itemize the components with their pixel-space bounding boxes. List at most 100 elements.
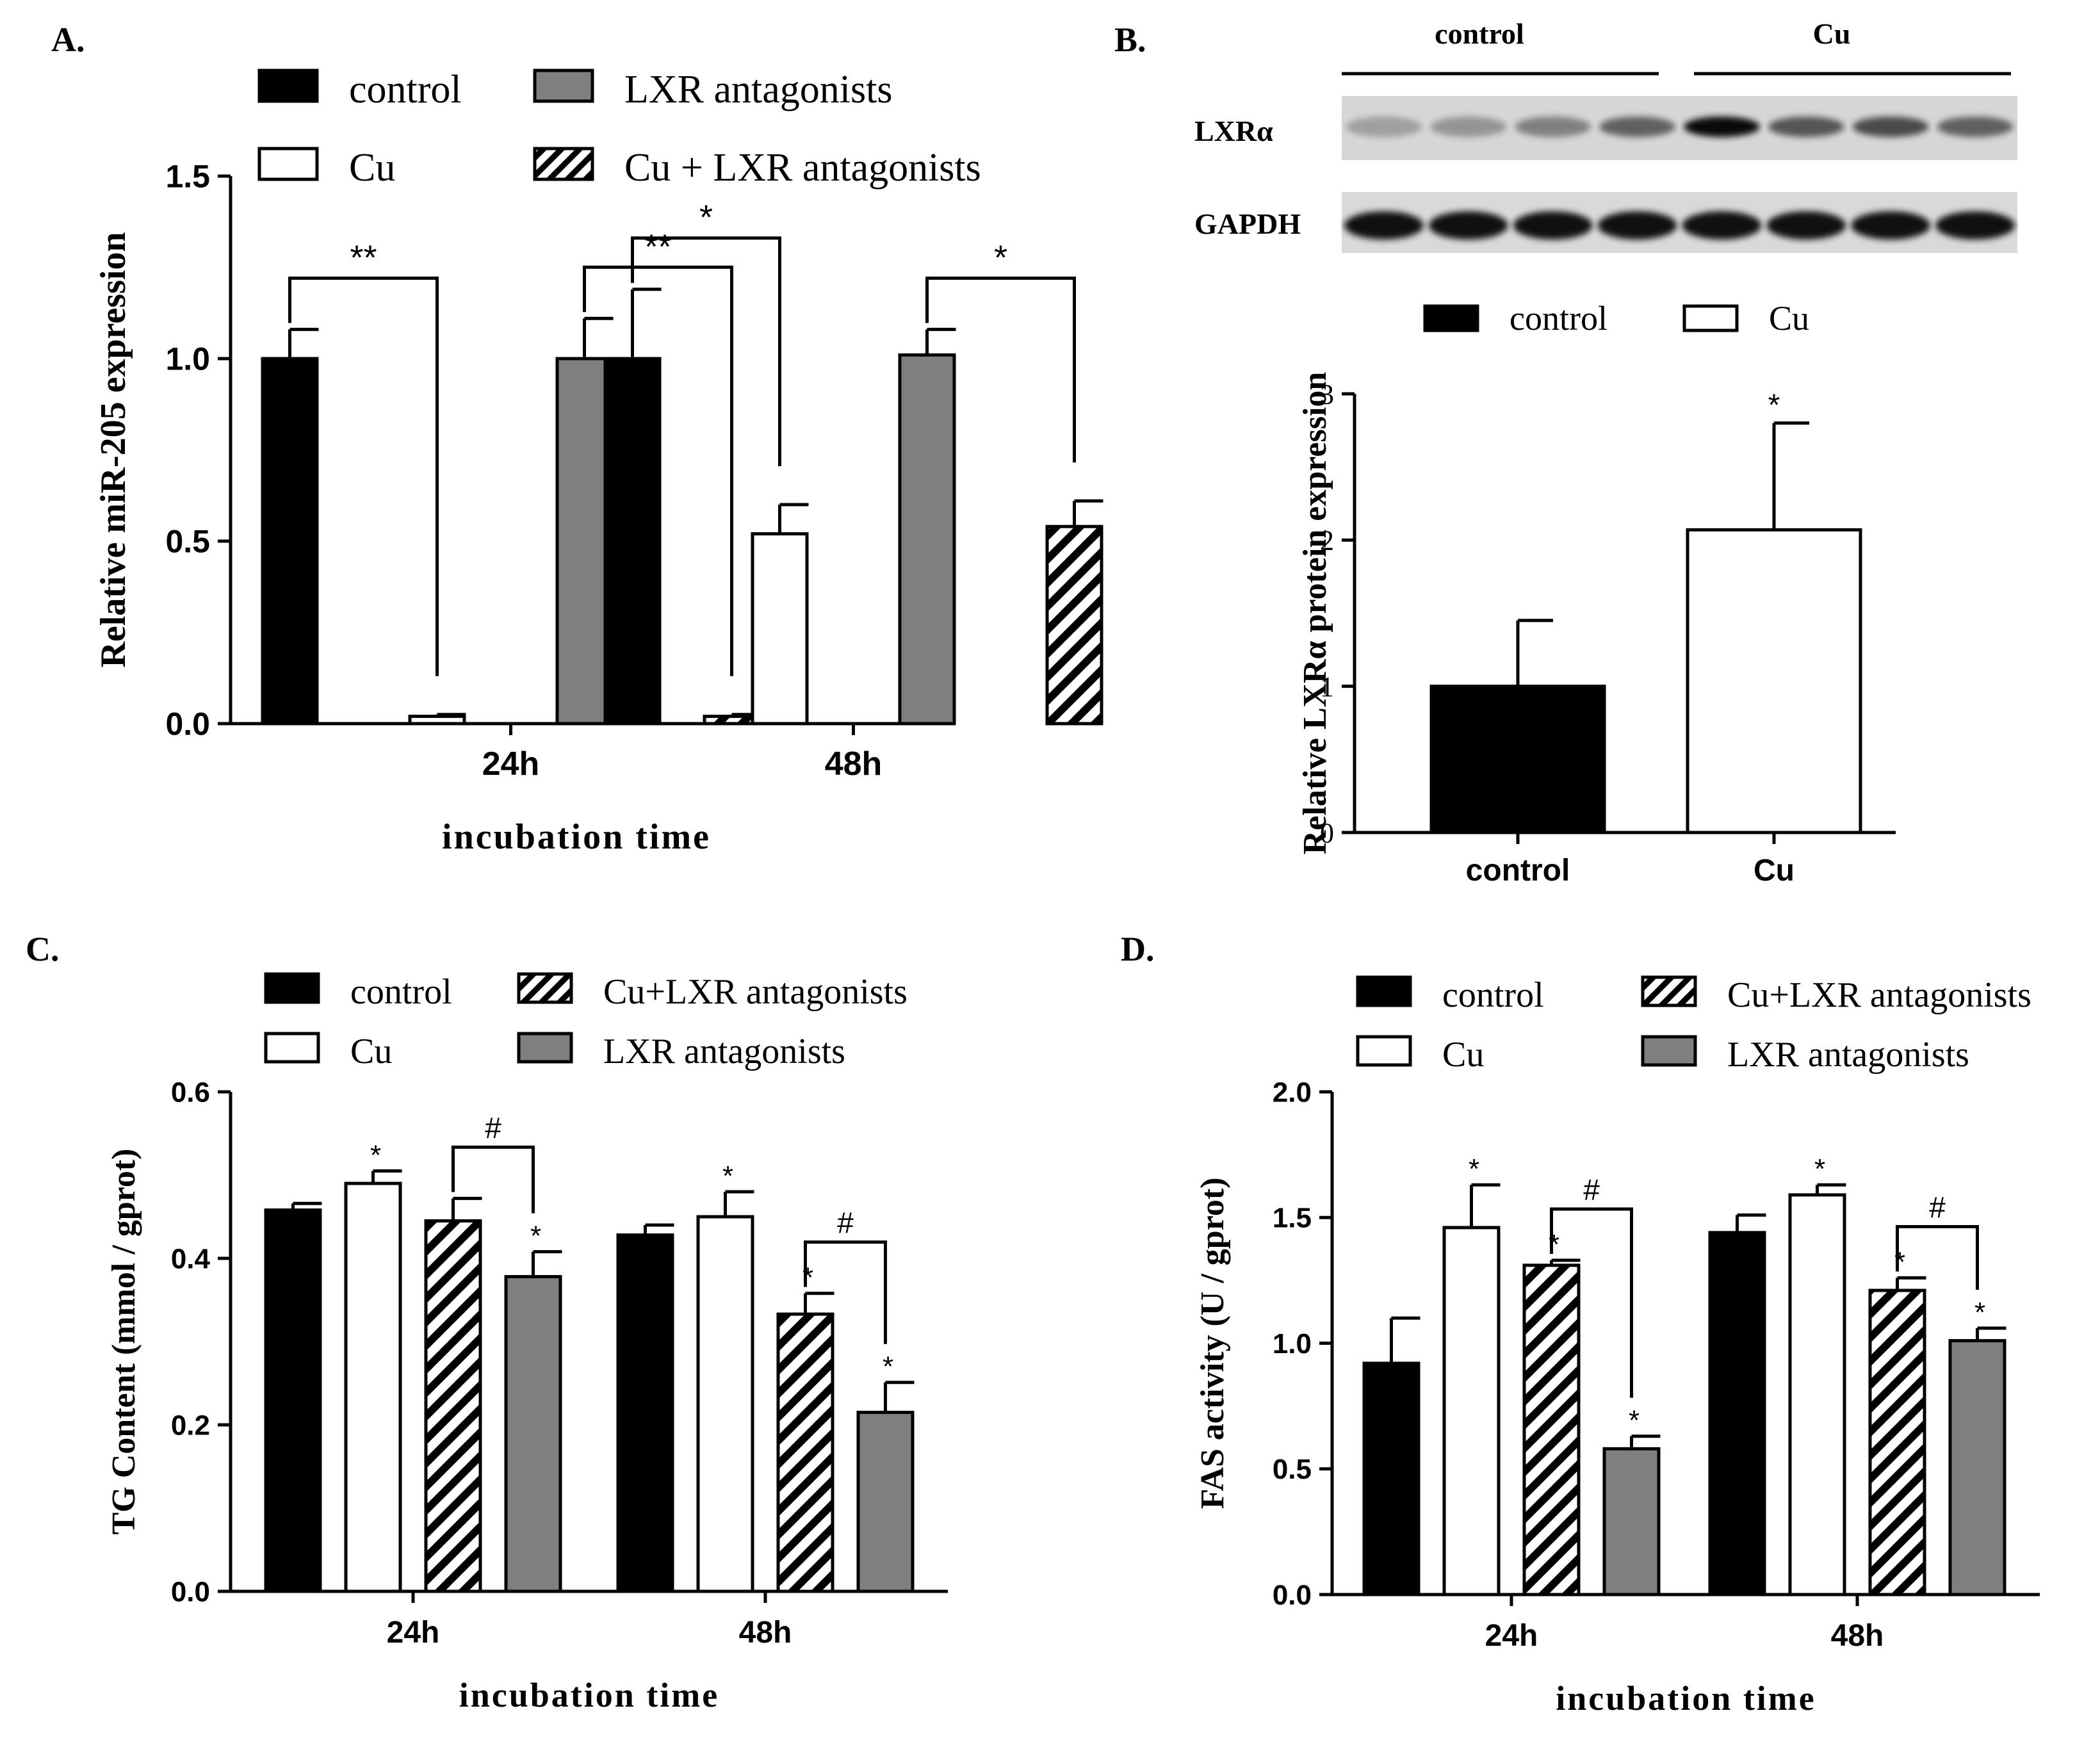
x-tick-label: control: [1466, 854, 1570, 888]
panel-label-b: B.: [1114, 20, 1146, 59]
bar: [1442, 1226, 1501, 1596]
legend-label: control: [1442, 975, 1544, 1015]
legend-swatch: [1641, 975, 1697, 1007]
blot-group-label-control: control: [1435, 17, 1524, 50]
legend-swatch: [1356, 1035, 1412, 1067]
legend-label: Cu+LXR antagonists: [1727, 975, 2031, 1015]
blot-group-label-cu: Cu: [1813, 17, 1851, 50]
bar: [616, 1233, 674, 1593]
bar: [1522, 1263, 1581, 1596]
significance-marker: *: [883, 1351, 893, 1383]
legend-swatch: [533, 69, 594, 103]
panel-label-d: D.: [1121, 930, 1155, 968]
blot-band-gapdh: [1851, 211, 1931, 240]
x-tick-label: 48h: [825, 745, 883, 783]
legend-swatch: [1423, 304, 1479, 332]
bracket-label: **: [644, 227, 671, 266]
bar: [856, 1411, 915, 1593]
bar: [1602, 1447, 1661, 1596]
bracket-label: #: [837, 1206, 854, 1240]
blot-band-gapdh: [1344, 211, 1424, 240]
blot-band-lxra: [1937, 117, 2014, 137]
blot-band-lxra: [1430, 117, 1507, 137]
significance-bracket: [804, 1240, 887, 1344]
legend-label: Cu: [350, 1032, 392, 1071]
y-axis-label: FAS activity (U / gprot): [1194, 1178, 1231, 1509]
y-axis-label: Relative LXRα protein expression: [1297, 372, 1333, 855]
x-tick-label: 24h: [482, 745, 540, 783]
y-tick-label: 0.5: [165, 524, 210, 560]
y-axis-label: TG Content (mmol / gprot): [106, 1149, 142, 1535]
significance-marker: *: [1768, 389, 1780, 423]
chart-panel-d: 0.0 0.5 1.0 1.5 2.0 FAS activity (U / gprot) i…: [1194, 975, 2040, 1718]
bar: [1948, 1339, 2006, 1596]
y-tick-label: 2.0: [1273, 1076, 1312, 1108]
y-tick-label: 1.5: [1273, 1203, 1312, 1234]
significance-marker: *: [370, 1140, 381, 1171]
legend-label: control: [350, 972, 452, 1012]
legend-swatch: [1641, 1035, 1697, 1067]
legend-label: Cu: [349, 146, 395, 190]
bar: [261, 357, 319, 726]
blot-band-gapdh: [1428, 211, 1508, 240]
blot-row-label-gapdh: GAPDH: [1194, 207, 1301, 240]
legend-swatch: [264, 972, 320, 1004]
blot-band-gapdh: [1935, 211, 2015, 240]
blot-band-gapdh: [1513, 211, 1593, 240]
bar: [344, 1182, 402, 1593]
legend-label: LXR antagonists: [624, 68, 892, 111]
panel-label-a: A.: [51, 20, 85, 59]
legend-swatch: [1356, 975, 1412, 1007]
blot-band-lxra: [1346, 117, 1422, 137]
legend-label: control: [1510, 299, 1608, 337]
bar: [424, 1219, 482, 1593]
y-tick-label: 1: [1320, 671, 1334, 703]
bar: [1429, 685, 1606, 834]
x-axis-label: incubation time: [442, 817, 711, 857]
significance-marker: *: [1814, 1153, 1825, 1185]
chart-panels: 0.0 0.5 1.0 1.5 Relative miR-205 expression i…: [94, 68, 2040, 1718]
x-tick-label: 48h: [1831, 1619, 1884, 1653]
legend-label: control: [349, 68, 462, 111]
significance-bracket: [583, 265, 733, 676]
bracket-label: **: [350, 238, 377, 277]
legend-label: Cu+LXR antagonists: [603, 972, 908, 1012]
bracket-label: *: [994, 238, 1007, 277]
y-tick-label: 0.0: [165, 706, 210, 742]
bracket-label: #: [485, 1111, 501, 1144]
x-tick-label: Cu: [1754, 854, 1795, 888]
legend-swatch: [264, 1032, 320, 1064]
bracket-label: *: [699, 199, 713, 237]
bar: [696, 1215, 754, 1593]
y-axis-label: Relative miR-205 expression: [94, 232, 133, 667]
legend-label: LXR antagonists: [1727, 1035, 1969, 1075]
blot-band-lxra: [1852, 117, 1929, 137]
blot-band-gapdh: [1682, 211, 1762, 240]
bar: [408, 715, 466, 726]
significance-marker: *: [722, 1160, 733, 1192]
significance-bracket: [1896, 1224, 1979, 1290]
significance-marker: *: [530, 1221, 541, 1252]
legend-swatch: [517, 1032, 573, 1064]
bar: [1868, 1288, 1926, 1596]
significance-marker: *: [1974, 1297, 1985, 1328]
western-blot: control Cu LXRα GAPDH: [1194, 17, 2017, 253]
blot-band-gapdh: [1597, 211, 1677, 240]
legend-swatch: [517, 972, 573, 1004]
blot-band-gapdh: [1766, 211, 1846, 240]
significance-bracket: [1550, 1207, 1633, 1398]
legend-label: Cu: [1442, 1035, 1484, 1075]
x-tick-label: 24h: [1485, 1619, 1538, 1653]
legend-label: Cu: [1769, 299, 1809, 337]
significance-bracket: [631, 236, 781, 466]
blot-band-lxra: [1684, 117, 1760, 137]
bar: [1045, 524, 1103, 726]
bar: [264, 1208, 322, 1593]
legend-swatch: [533, 147, 594, 181]
x-tick-label: 48h: [739, 1616, 792, 1650]
blot-band-lxra: [1768, 117, 1844, 137]
x-axis-label: incubation time: [459, 1676, 720, 1714]
bracket-label: #: [1929, 1190, 1946, 1224]
legend-label: LXR antagonists: [603, 1032, 845, 1071]
